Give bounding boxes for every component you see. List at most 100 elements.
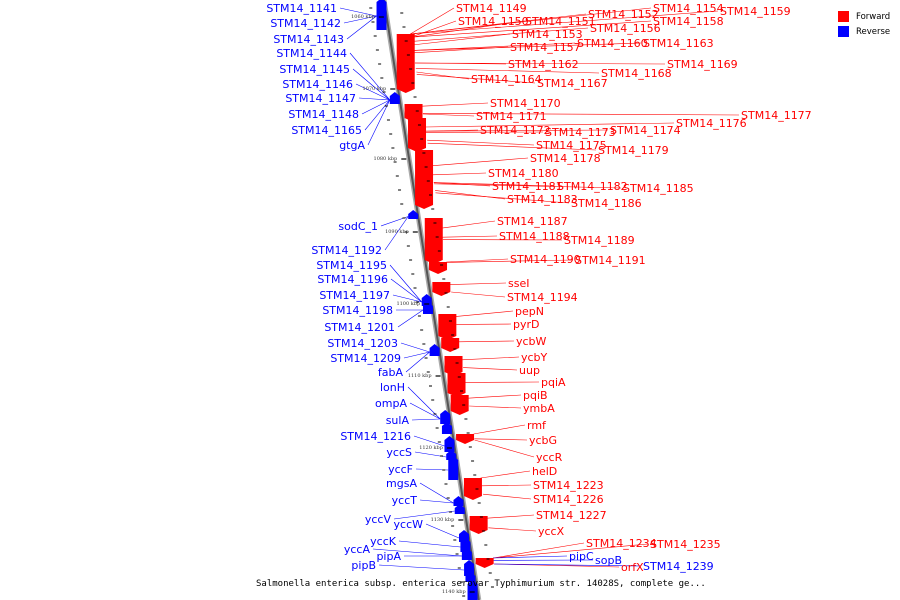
reverse-gene-label[interactable]: gtgA [339,139,365,152]
reverse-gene-label[interactable]: STM14_1148 [288,108,359,121]
reverse-gene-label[interactable]: STM14_1198 [322,304,393,317]
forward-gene-label[interactable]: STM14_1159 [720,5,791,18]
forward-gene-label[interactable]: pepN [515,305,544,318]
reverse-gene-label[interactable]: STM14_1197 [319,289,390,302]
reverse-gene-label[interactable]: pipB [351,559,376,572]
forward-gene-label[interactable]: ycbG [529,434,557,447]
forward-gene-label[interactable]: STM14_1183 [507,193,578,206]
forward-gene-label[interactable]: STM14_1175 [536,139,607,152]
reverse-gene-label[interactable]: yccF [388,463,413,476]
forward-gene-label[interactable]: STM14_1168 [601,67,672,80]
forward-gene-label[interactable]: STM14_1176 [676,117,747,130]
forward-gene-label[interactable]: STM14_1162 [508,58,579,71]
forward-gene-label[interactable]: pipC [569,550,594,563]
forward-gene-label[interactable]: STM14_1182 [557,180,628,193]
forward-gene-label[interactable]: sopB [595,554,622,567]
reverse-gene-label[interactable]: STM14_1192 [311,244,382,257]
forward-gene-label[interactable]: STM14_1227 [536,509,607,522]
reverse-swatch [838,26,849,37]
reverse-gene-label[interactable]: yccK [370,535,397,548]
reverse-gene-label[interactable]: STM14_1201 [324,321,395,334]
reverse-gene-label[interactable]: STM14_1141 [266,2,337,15]
forward-gene-label[interactable]: STM14_1173 [545,126,616,139]
forward-gene-label[interactable]: STM14_1169 [667,58,738,71]
forward-gene-label[interactable]: yccX [538,525,565,538]
reverse-gene-label[interactable]: STM14_1165 [291,124,362,137]
reverse-gene-label[interactable]: STM14_1144 [276,47,347,60]
forward-gene-label[interactable]: ycbW [516,335,547,348]
forward-gene-label[interactable]: STM14_1170 [490,97,561,110]
reverse-gene-label[interactable]: STM14_1195 [316,259,387,272]
reverse-gene-label[interactable]: STM14_1143 [273,33,344,46]
forward-gene-label[interactable]: orfX [621,561,644,574]
forward-gene-label[interactable]: STM14_1187 [497,215,568,228]
forward-gene-label[interactable]: STM14_1156 [590,22,661,35]
forward-gene-label[interactable]: STM14_1177 [741,109,812,122]
reverse-gene-label[interactable]: STM14_1146 [282,78,353,91]
reverse-gene-label[interactable]: lonH [380,381,405,394]
forward-gene-label[interactable]: STM14_1188 [499,230,570,243]
forward-gene-label[interactable]: STM14_1174 [610,124,681,137]
forward-gene-label[interactable]: STM14_1154 [653,2,724,15]
forward-gene-label[interactable]: STM14_1164 [471,73,542,86]
reverse-gene-label[interactable]: yccA [344,543,371,556]
reverse-gene-label[interactable]: STM14_1196 [317,273,388,286]
forward-gene-label[interactable]: pqiA [541,376,566,389]
forward-gene-label[interactable]: yccR [536,451,563,464]
forward-gene-label[interactable]: STM14_1178 [530,152,601,165]
forward-gene-label[interactable]: helD [532,465,557,478]
forward-gene-label[interactable]: pyrD [513,318,540,331]
forward-gene-label[interactable]: STM14_1172 [480,124,551,137]
reverse-gene-label[interactable]: pipA [376,550,401,563]
forward-gene-label[interactable]: STM14_1157 [510,41,581,54]
forward-gene-label[interactable]: STM14_1185 [623,182,694,195]
reverse-gene-label[interactable]: yccT [392,494,418,507]
forward-gene-label[interactable]: sseI [508,277,529,290]
forward-gene-label[interactable]: STM14_1234 [586,537,657,550]
forward-gene-label[interactable]: STM14_1163 [643,37,714,50]
reverse-gene-label[interactable]: yccS [386,446,412,459]
reverse-gene-label[interactable]: STM14_1216 [340,430,411,443]
forward-gene [463,478,482,496]
forward-gene-label[interactable]: ycbY [521,351,548,364]
forward-gene-label[interactable]: STM14_1181 [492,180,563,193]
forward-gene-label[interactable]: STM14_1167 [537,77,608,90]
forward-gene-label[interactable]: STM14_1226 [533,493,604,506]
forward-gene-label[interactable]: STM14_1158 [653,15,724,28]
forward-gene-label[interactable]: STM14_1239 [643,560,714,573]
forward-gene-label[interactable]: STM14_1152 [588,8,659,21]
label-connector [480,470,531,479]
forward-gene-label[interactable]: pqiB [523,389,548,402]
forward-gene-label[interactable]: uup [519,364,540,377]
reverse-gene-label[interactable]: sodC_1 [338,220,378,233]
forward-gene-label[interactable]: STM14_1160 [577,37,648,50]
reverse-gene-label[interactable]: STM14_1147 [285,92,356,105]
forward-gene-label[interactable]: ymbA [523,402,555,415]
reverse-gene-label[interactable]: mgsA [386,477,417,490]
reverse-gene [422,306,433,314]
reverse-gene-label[interactable]: yccV [365,513,392,526]
forward-gene-label[interactable]: STM14_1179 [598,144,669,157]
reverse-gene-label[interactable]: STM14_1209 [330,352,401,365]
forward-gene-label[interactable]: STM14_1194 [507,291,578,304]
forward-gene-label[interactable]: STM14_1235 [650,538,721,551]
forward-gene-label[interactable]: STM14_1153 [512,28,583,41]
reverse-gene-label[interactable]: fabA [378,366,404,379]
forward-gene-label[interactable]: STM14_1189 [564,234,635,247]
reverse-gene-label[interactable]: yccW [394,518,424,531]
reverse-gene-label[interactable]: STM14_1142 [270,17,341,30]
forward-gene-label[interactable]: STM14_1171 [476,110,547,123]
forward-gene-label[interactable]: STM14_1190 [510,253,581,266]
forward-gene-label[interactable]: STM14_1180 [488,167,559,180]
forward-gene-label[interactable]: STM14_1151 [525,15,596,28]
forward-gene-label[interactable]: STM14_1149 [456,2,527,15]
forward-gene-label[interactable]: STM14_1186 [571,197,642,210]
forward-gene-label[interactable]: rmf [527,419,547,432]
reverse-gene-label[interactable]: STM14_1145 [279,63,350,76]
reverse-gene-label[interactable]: STM14_1203 [327,337,398,350]
forward-gene-label[interactable]: STM14_1191 [575,254,646,267]
reverse-gene-label[interactable]: sulA [386,414,410,427]
forward-gene-label[interactable]: STM14_1150 [458,15,529,28]
forward-gene-label[interactable]: STM14_1223 [533,479,604,492]
reverse-gene-label[interactable]: ompA [375,397,407,410]
